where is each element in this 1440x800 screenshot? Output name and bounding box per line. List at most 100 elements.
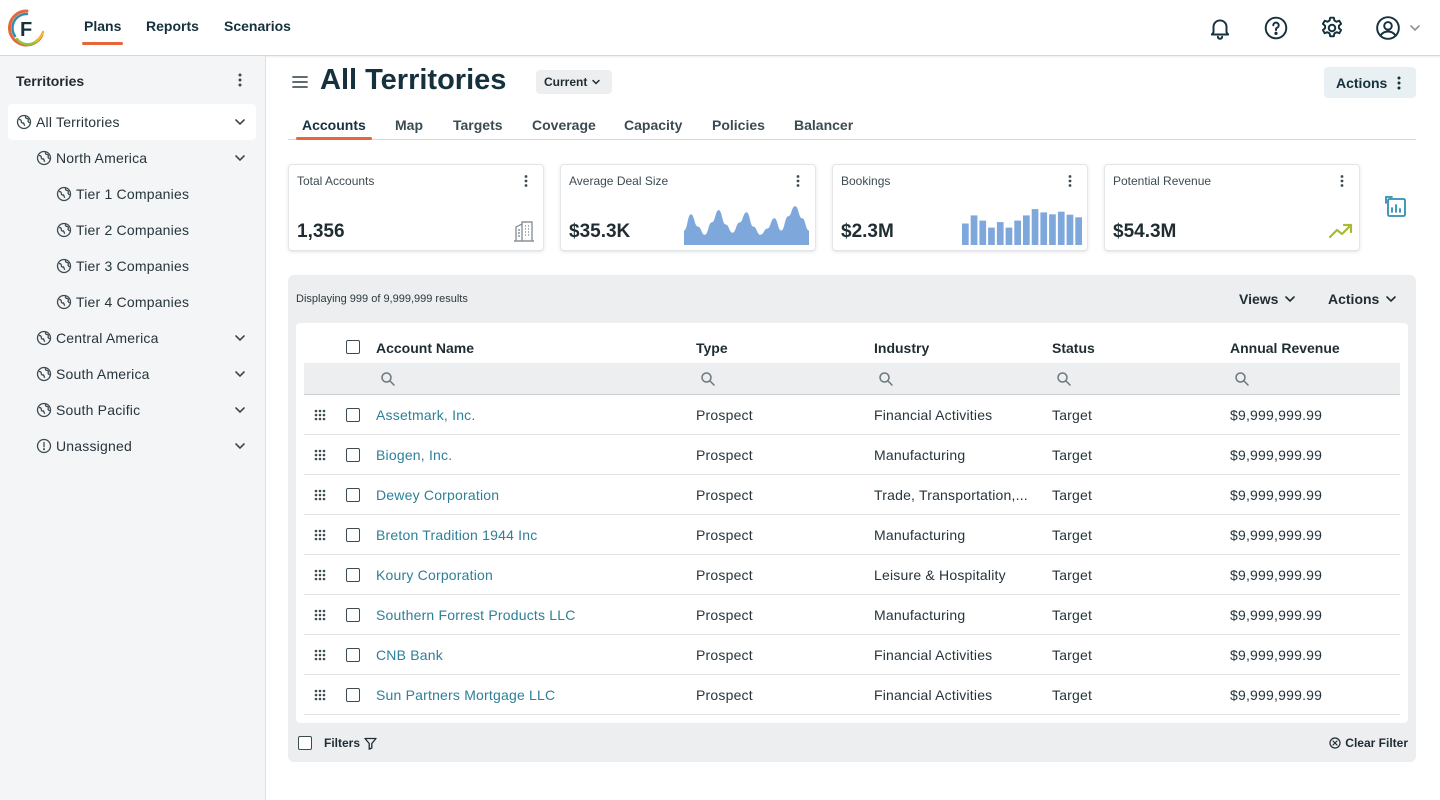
card-more-icon[interactable] bbox=[793, 174, 803, 188]
user-icon[interactable] bbox=[1375, 15, 1401, 41]
sidebar-item-south-pacific[interactable]: South Pacific bbox=[28, 392, 256, 428]
menu-toggle-icon[interactable] bbox=[291, 74, 309, 90]
chevron-down-icon[interactable] bbox=[234, 404, 246, 416]
row-checkbox[interactable] bbox=[346, 688, 360, 702]
row-checkbox[interactable] bbox=[346, 528, 360, 542]
tab-policies[interactable]: Policies bbox=[712, 117, 765, 133]
sidebar-item-tier-3-companies[interactable]: Tier 3 Companies bbox=[48, 248, 256, 284]
tab-coverage[interactable]: Coverage bbox=[532, 117, 596, 133]
table-row[interactable]: Assetmark, Inc. Prospect Financial Activit… bbox=[304, 395, 1400, 435]
sidebar-more-icon[interactable] bbox=[234, 72, 246, 88]
bell-icon[interactable] bbox=[1207, 15, 1233, 41]
card-more-icon[interactable] bbox=[521, 174, 531, 188]
drag-handle-icon[interactable] bbox=[314, 609, 326, 621]
drag-handle-icon[interactable] bbox=[314, 649, 326, 661]
account-name-link[interactable]: CNB Bank bbox=[376, 647, 443, 663]
sidebar-item-all-territories[interactable]: All Territories bbox=[8, 104, 256, 140]
row-checkbox[interactable] bbox=[346, 568, 360, 582]
table-row[interactable]: Sun Partners Mortgage LLC Prospect Financi… bbox=[304, 675, 1400, 715]
chevron-down-icon[interactable] bbox=[234, 152, 246, 164]
footer-select-checkbox[interactable] bbox=[298, 736, 312, 750]
chevron-down-icon[interactable] bbox=[234, 332, 246, 344]
globe-icon bbox=[36, 366, 52, 382]
search-icon[interactable] bbox=[1234, 371, 1250, 387]
app-logo[interactable]: F bbox=[8, 8, 46, 48]
card-title: Bookings bbox=[841, 174, 891, 188]
column-header-account-name[interactable]: Account Name bbox=[376, 340, 475, 356]
annual-revenue-cell: $9,999,999.99 bbox=[1230, 687, 1323, 703]
drag-handle-icon[interactable] bbox=[314, 569, 326, 581]
column-header-industry[interactable]: Industry bbox=[874, 340, 930, 356]
help-icon[interactable] bbox=[1263, 15, 1289, 41]
annual-revenue-cell: $9,999,999.99 bbox=[1230, 567, 1323, 583]
table-row[interactable]: CNB Bank Prospect Financial Activities Targ… bbox=[304, 635, 1400, 675]
table-actions-button[interactable]: Actions bbox=[1328, 291, 1397, 307]
views-button[interactable]: Views bbox=[1239, 291, 1296, 307]
drag-handle-icon[interactable] bbox=[314, 449, 326, 461]
clear-filter-button[interactable]: Clear Filter bbox=[1329, 736, 1408, 750]
chevron-down-icon[interactable] bbox=[234, 440, 246, 452]
type-cell: Prospect bbox=[696, 407, 753, 423]
chart-settings-icon[interactable] bbox=[1384, 195, 1408, 219]
drag-handle-icon[interactable] bbox=[314, 409, 326, 421]
chevron-down-icon[interactable] bbox=[234, 116, 246, 128]
account-name-link[interactable]: Breton Tradition 1944 Inc bbox=[376, 527, 538, 543]
row-checkbox[interactable] bbox=[346, 648, 360, 662]
tab-map[interactable]: Map bbox=[395, 117, 423, 133]
table-row[interactable]: Biogen, Inc. Prospect Manufacturing Target $… bbox=[304, 435, 1400, 475]
account-name-link[interactable]: Koury Corporation bbox=[376, 567, 494, 583]
sidebar-item-tier-4-companies[interactable]: Tier 4 Companies bbox=[48, 284, 256, 320]
card-more-icon[interactable] bbox=[1065, 174, 1075, 188]
more-vertical-icon bbox=[1397, 76, 1401, 89]
table-row[interactable]: Dewey Corporation Prospect Trade, Transpor… bbox=[304, 475, 1400, 515]
row-checkbox[interactable] bbox=[346, 488, 360, 502]
row-checkbox[interactable] bbox=[346, 448, 360, 462]
user-menu-chevron-down-icon[interactable] bbox=[1409, 22, 1421, 34]
card-more-icon[interactable] bbox=[1337, 174, 1347, 188]
version-select[interactable]: Current bbox=[536, 70, 612, 94]
column-header-type[interactable]: Type bbox=[696, 340, 728, 356]
sidebar-item-label: South Pacific bbox=[56, 402, 141, 418]
industry-cell: Financial Activities bbox=[874, 687, 993, 703]
table-row[interactable]: Koury Corporation Prospect Leisure & Hospi… bbox=[304, 555, 1400, 595]
column-header-status[interactable]: Status bbox=[1052, 340, 1095, 356]
nav-plans[interactable]: Plans bbox=[81, 18, 124, 45]
row-checkbox[interactable] bbox=[346, 408, 360, 422]
sidebar-item-unassigned[interactable]: Unassigned bbox=[28, 428, 256, 464]
row-checkbox[interactable] bbox=[346, 608, 360, 622]
account-name-link[interactable]: Sun Partners Mortgage LLC bbox=[376, 687, 556, 703]
status-cell: Target bbox=[1052, 687, 1093, 703]
search-icon[interactable] bbox=[380, 371, 396, 387]
sidebar-item-tier-1-companies[interactable]: Tier 1 Companies bbox=[48, 176, 256, 212]
filters-button[interactable]: Filters bbox=[324, 736, 377, 750]
tab-targets[interactable]: Targets bbox=[453, 117, 503, 133]
tab-accounts[interactable]: Accounts bbox=[296, 117, 372, 140]
table-row[interactable]: Breton Tradition 1944 Inc Prospect Manufac… bbox=[304, 515, 1400, 555]
search-icon[interactable] bbox=[878, 371, 894, 387]
nav-reports[interactable]: Reports bbox=[146, 18, 199, 34]
column-header-annual-revenue[interactable]: Annual Revenue bbox=[1230, 340, 1340, 356]
drag-handle-icon[interactable] bbox=[314, 689, 326, 701]
account-name-link[interactable]: Southern Forrest Products LLC bbox=[376, 607, 576, 623]
header-actions-button[interactable]: Actions bbox=[1324, 67, 1416, 98]
drag-handle-icon[interactable] bbox=[314, 529, 326, 541]
nav-scenarios[interactable]: Scenarios bbox=[224, 18, 291, 34]
account-name-link[interactable]: Biogen, Inc. bbox=[376, 447, 453, 463]
search-icon[interactable] bbox=[1056, 371, 1072, 387]
select-all-checkbox[interactable] bbox=[346, 340, 360, 354]
account-name-link[interactable]: Assetmark, Inc. bbox=[376, 407, 476, 423]
sidebar-item-tier-2-companies[interactable]: Tier 2 Companies bbox=[48, 212, 256, 248]
tab-capacity[interactable]: Capacity bbox=[624, 117, 683, 133]
sidebar-item-central-america[interactable]: Central America bbox=[28, 320, 256, 356]
sidebar-item-south-america[interactable]: South America bbox=[28, 356, 256, 392]
search-icon[interactable] bbox=[700, 371, 716, 387]
drag-handle-icon[interactable] bbox=[314, 489, 326, 501]
card-value: $2.3M bbox=[841, 221, 894, 242]
chevron-down-icon[interactable] bbox=[234, 368, 246, 380]
account-name-link[interactable]: Dewey Corporation bbox=[376, 487, 500, 503]
tab-balancer[interactable]: Balancer bbox=[794, 117, 854, 133]
annual-revenue-cell: $9,999,999.99 bbox=[1230, 607, 1323, 623]
sidebar-item-north-america[interactable]: North America bbox=[28, 140, 256, 176]
table-row[interactable]: Southern Forrest Products LLC Prospect Man… bbox=[304, 595, 1400, 635]
settings-icon[interactable] bbox=[1319, 15, 1345, 41]
